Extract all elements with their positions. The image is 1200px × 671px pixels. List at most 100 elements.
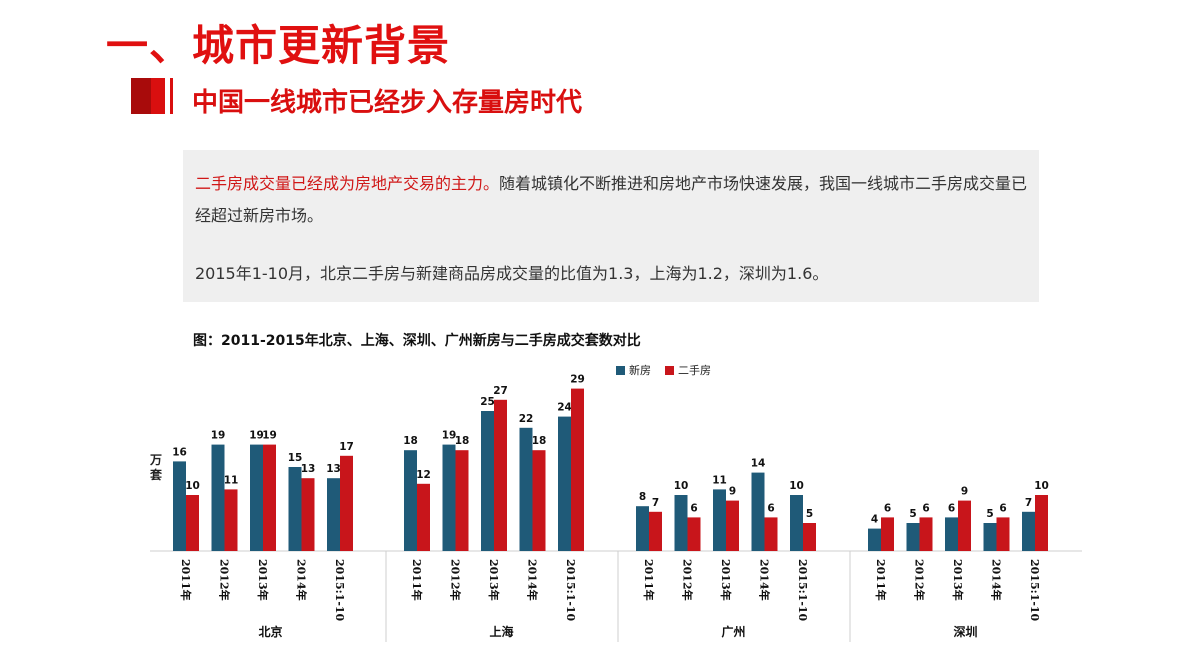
data-label: 5 (909, 508, 916, 520)
summary-highlight: 二手房成交量已经成为房地产交易的主力。 (195, 174, 500, 193)
data-label: 10 (1034, 480, 1049, 492)
category-tick-label: 2014年 (295, 559, 309, 601)
bar-resale (649, 511, 662, 551)
data-label: 6 (922, 502, 929, 514)
data-label: 19 (211, 430, 226, 442)
data-label: 14 (751, 458, 766, 470)
data-label: 10 (789, 480, 804, 492)
bar-new (288, 467, 302, 551)
bar-new (906, 523, 920, 551)
bar-new (250, 444, 263, 551)
bar-new (173, 461, 186, 551)
bar-resale (1035, 495, 1048, 551)
data-label: 18 (403, 435, 418, 447)
data-label: 7 (652, 497, 659, 509)
bar-new (558, 416, 571, 551)
data-label: 18 (455, 435, 470, 447)
bar-new (713, 489, 726, 551)
data-label: 5 (986, 508, 993, 520)
bar-new (636, 506, 649, 551)
page-title: 一、城市更新背景 (106, 21, 451, 70)
category-tick-label: 2012年 (681, 559, 695, 601)
category-tick-label: 2015:1-10 (1028, 559, 1041, 622)
data-label: 18 (532, 435, 547, 447)
summary-paragraph-2: 2015年1-10月，北京二手房与新建商品房成交量的比值为1.3，上海为1.2，… (195, 264, 829, 283)
bar-resale (764, 517, 778, 551)
bar-new (481, 411, 494, 551)
data-label: 4 (871, 514, 878, 526)
summary-line1-text: 随着城镇化不断推进和房地产市场快速发展，我国一线城市二手房成交量已经超过新房市场… (195, 174, 1028, 225)
category-tick-label: 2012年 (449, 559, 463, 601)
category-tick-label: 2012年 (218, 559, 232, 601)
bar-resale (881, 517, 894, 551)
data-label: 22 (519, 413, 534, 425)
legend-resale-swatch (665, 365, 674, 375)
data-label: 10 (674, 480, 689, 492)
legend-new-label: 新房 (629, 364, 651, 377)
data-label: 24 (557, 402, 572, 414)
bar-resale (455, 450, 469, 551)
data-label: 10 (185, 480, 200, 492)
subtitle-divider (170, 78, 173, 114)
bar-new (1022, 511, 1035, 551)
data-label: 27 (493, 385, 508, 397)
bar-new (519, 427, 533, 551)
data-label: 5 (806, 508, 813, 520)
data-label: 7 (1025, 497, 1032, 509)
data-label: 6 (690, 502, 697, 514)
bar-resale (340, 455, 353, 551)
category-tick-label: 2011年 (874, 559, 888, 601)
category-tick-label: 2014年 (526, 559, 540, 601)
data-label: 16 (172, 446, 187, 458)
category-tick-label: 2015:1-10 (796, 559, 809, 622)
bar-resale (803, 523, 816, 551)
bar-new (868, 528, 881, 551)
bar-new (404, 450, 417, 551)
bar-new (790, 495, 803, 551)
category-tick-label: 2012年 (913, 559, 927, 601)
bar-resale (417, 483, 430, 551)
category-tick-label: 2013年 (256, 559, 270, 601)
data-label: 9 (729, 486, 736, 498)
data-label: 19 (262, 430, 277, 442)
bar-new (327, 478, 340, 551)
data-label: 19 (249, 430, 264, 442)
bar-resale (224, 489, 238, 551)
data-label: 29 (570, 374, 585, 386)
data-label: 12 (416, 469, 431, 481)
bar-new (751, 472, 765, 551)
category-tick-label: 2013年 (487, 559, 501, 601)
bar-new (442, 444, 456, 551)
category-tick-label: 2011年 (642, 559, 656, 601)
legend-resale-label: 二手房 (678, 364, 711, 377)
legend-new-swatch (616, 365, 625, 375)
bar-resale (532, 450, 546, 551)
data-label: 11 (224, 474, 239, 486)
bar-resale (996, 517, 1010, 551)
category-tick-label: 2013年 (719, 559, 733, 601)
subtitle-marker-shade (131, 78, 151, 114)
summary-box: 二手房成交量已经成为房地产交易的主力。随着城镇化不断推进和房地产市场快速发展，我… (183, 150, 1039, 302)
bar-resale (687, 517, 701, 551)
bar-resale (263, 444, 276, 551)
category-tick-label: 2013年 (951, 559, 965, 601)
chart-title: 图：2011-2015年北京、上海、深圳、广州新房与二手房成交套数对比 (193, 333, 641, 349)
y-axis-label: 万套 (150, 453, 163, 482)
bar-resale (301, 478, 315, 551)
bar-resale (571, 388, 584, 551)
data-label: 13 (326, 463, 341, 475)
bar-new (211, 444, 225, 551)
bar-resale (186, 495, 199, 551)
category-tick-label: 2015:1-10 (333, 559, 346, 622)
group-label: 北京 (258, 624, 282, 639)
category-tick-label: 2014年 (758, 559, 772, 601)
data-label: 11 (712, 474, 727, 486)
group-label: 上海 (489, 624, 513, 639)
section-subtitle: 中国一线城市已经步入存量房时代 (192, 88, 583, 118)
category-tick-label: 2011年 (179, 559, 193, 601)
bar-new (945, 517, 958, 551)
bar-new (674, 495, 688, 551)
data-label: 15 (288, 452, 303, 464)
data-label: 9 (961, 486, 968, 498)
